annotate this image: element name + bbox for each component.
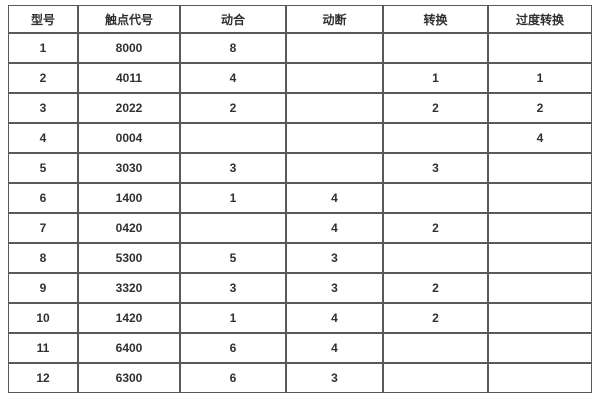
cell-normally-closed [286,153,383,183]
cell-model: 11 [8,333,78,363]
cell-model: 12 [8,363,78,393]
cell-model: 2 [8,63,78,93]
cell-changeover: 2 [383,213,488,243]
cell-contact-code: 3320 [78,273,180,303]
cell-normally-open: 3 [180,153,286,183]
cell-model: 4 [8,123,78,153]
cell-contact-code: 6400 [78,333,180,363]
cell-contact-code: 6300 [78,363,180,393]
table-row: 2 4011 4 1 1 [8,63,592,93]
cell-normally-closed: 3 [286,363,383,393]
cell-transition-changeover [488,213,592,243]
cell-normally-closed [286,123,383,153]
cell-contact-code: 8000 [78,33,180,63]
table-row: 10 1420 1 4 2 [8,303,592,333]
column-header-changeover: 转换 [383,5,488,33]
cell-normally-open: 1 [180,303,286,333]
cell-changeover: 1 [383,63,488,93]
table-row: 6 1400 1 4 [8,183,592,213]
cell-normally-closed: 3 [286,273,383,303]
cell-model: 5 [8,153,78,183]
cell-normally-open: 8 [180,33,286,63]
cell-transition-changeover: 1 [488,63,592,93]
cell-transition-changeover [488,333,592,363]
column-header-normally-closed: 动断 [286,5,383,33]
table-row: 3 2022 2 2 2 [8,93,592,123]
cell-model: 9 [8,273,78,303]
cell-normally-closed: 4 [286,213,383,243]
cell-normally-closed: 4 [286,303,383,333]
cell-contact-code: 3030 [78,153,180,183]
cell-changeover: 3 [383,153,488,183]
cell-transition-changeover: 2 [488,93,592,123]
cell-transition-changeover [488,273,592,303]
cell-normally-open [180,123,286,153]
cell-normally-closed [286,93,383,123]
cell-contact-code: 4011 [78,63,180,93]
cell-normally-open: 1 [180,183,286,213]
cell-contact-code: 5300 [78,243,180,273]
cell-transition-changeover [488,363,592,393]
cell-model: 1 [8,33,78,63]
cell-changeover [383,363,488,393]
cell-contact-code: 2022 [78,93,180,123]
cell-model: 3 [8,93,78,123]
table-row: 9 3320 3 3 2 [8,273,592,303]
contact-code-table: 型号 触点代号 动合 动断 转换 过度转换 1 8000 8 2 4011 4 1 1 3 2022 2 2 2 4… [8,5,592,393]
cell-transition-changeover [488,243,592,273]
cell-transition-changeover [488,303,592,333]
column-header-transition-changeover: 过度转换 [488,5,592,33]
cell-contact-code: 0420 [78,213,180,243]
cell-normally-open: 6 [180,333,286,363]
cell-normally-closed: 4 [286,183,383,213]
cell-normally-open [180,213,286,243]
cell-transition-changeover: 4 [488,123,592,153]
cell-changeover [383,333,488,363]
cell-changeover [383,123,488,153]
table-body: 1 8000 8 2 4011 4 1 1 3 2022 2 2 2 4 0004 4 5 3030 3 3 6 1400… [8,33,592,393]
column-header-model: 型号 [8,5,78,33]
cell-contact-code: 1420 [78,303,180,333]
table-row: 8 5300 5 3 [8,243,592,273]
table-row: 5 3030 3 3 [8,153,592,183]
cell-normally-open: 5 [180,243,286,273]
cell-normally-closed [286,33,383,63]
table-row: 1 8000 8 [8,33,592,63]
table-row: 12 6300 6 3 [8,363,592,393]
cell-transition-changeover [488,183,592,213]
cell-model: 8 [8,243,78,273]
cell-changeover: 2 [383,93,488,123]
cell-changeover [383,243,488,273]
column-header-normally-open: 动合 [180,5,286,33]
cell-normally-open: 2 [180,93,286,123]
cell-changeover [383,183,488,213]
cell-changeover: 2 [383,273,488,303]
cell-transition-changeover [488,33,592,63]
cell-normally-open: 4 [180,63,286,93]
cell-normally-closed [286,63,383,93]
cell-changeover [383,33,488,63]
table-row: 4 0004 4 [8,123,592,153]
cell-contact-code: 0004 [78,123,180,153]
table-row: 7 0420 4 2 [8,213,592,243]
header-row: 型号 触点代号 动合 动断 转换 过度转换 [8,5,592,33]
table-row: 11 6400 6 4 [8,333,592,363]
cell-model: 10 [8,303,78,333]
cell-changeover: 2 [383,303,488,333]
cell-contact-code: 1400 [78,183,180,213]
cell-normally-closed: 4 [286,333,383,363]
cell-normally-open: 6 [180,363,286,393]
cell-normally-open: 3 [180,273,286,303]
cell-normally-closed: 3 [286,243,383,273]
cell-model: 7 [8,213,78,243]
column-header-contact-code: 触点代号 [78,5,180,33]
cell-transition-changeover [488,153,592,183]
cell-model: 6 [8,183,78,213]
